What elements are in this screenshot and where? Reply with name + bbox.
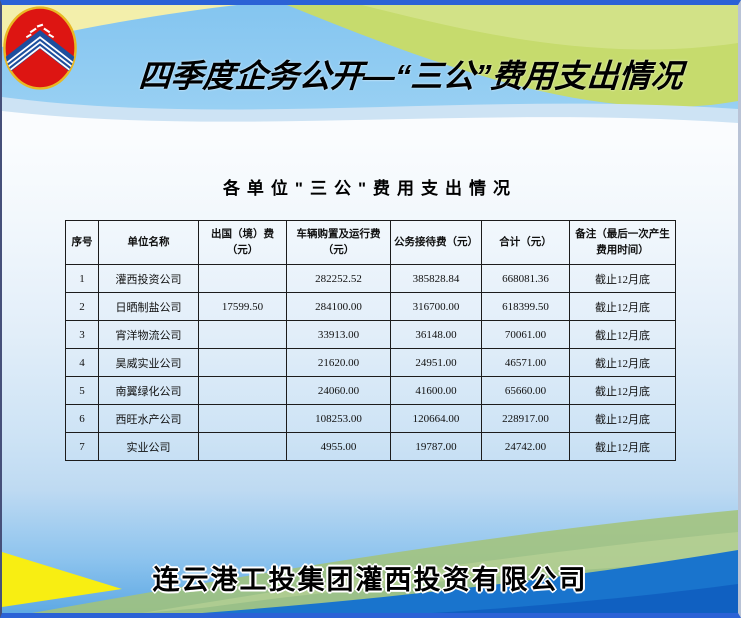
table-row: 4 昊威实业公司 21620.00 24951.00 46571.00 截止12… [65, 348, 676, 377]
cell-total: 70061.00 [481, 320, 570, 349]
cell-abroad-fee [198, 376, 287, 405]
content-area: 各单位"三公"费用支出情况 序号 单位名称 出国（境）费（元） 车辆购置及运行费… [2, 140, 738, 490]
table-row: 2 日晒制盐公司 17599.50 284100.00 316700.00 61… [65, 292, 676, 321]
cell-vehicle-fee: 282252.52 [286, 264, 391, 293]
cell-note: 截止12月底 [569, 320, 676, 349]
header-banner: 四季度企务公开—“三公”费用支出情况 [2, 5, 738, 140]
cell-abroad-fee [198, 404, 287, 433]
cell-total: 228917.00 [481, 404, 570, 433]
table-row: 7 实业公司 4955.00 19787.00 24742.00 截止12月底 [65, 432, 676, 461]
cell-note: 截止12月底 [569, 376, 676, 405]
cell-vehicle-fee: 284100.00 [286, 292, 391, 321]
cell-index: 6 [65, 404, 99, 433]
cell-unit: 南翼绿化公司 [98, 376, 199, 405]
cell-total: 46571.00 [481, 348, 570, 377]
col-header-total: 合计（元） [481, 220, 570, 265]
cell-reception-fee: 41600.00 [390, 376, 482, 405]
cell-note: 截止12月底 [569, 292, 676, 321]
cell-abroad-fee [198, 348, 287, 377]
cell-unit: 昊威实业公司 [98, 348, 199, 377]
footer-wave-art [2, 490, 738, 613]
cell-reception-fee: 385828.84 [390, 264, 482, 293]
cell-reception-fee: 24951.00 [390, 348, 482, 377]
col-header-reception-fee: 公务接待费（元） [390, 220, 482, 265]
cell-index: 4 [65, 348, 99, 377]
cell-note: 截止12月底 [569, 264, 676, 293]
cell-abroad-fee [198, 432, 287, 461]
col-header-vehicle-fee: 车辆购置及运行费（元） [286, 220, 391, 265]
cell-vehicle-fee: 4955.00 [286, 432, 391, 461]
footer-banner: 连云港工投集团灌西投资有限公司 [2, 490, 738, 613]
cell-note: 截止12月底 [569, 404, 676, 433]
cell-vehicle-fee: 33913.00 [286, 320, 391, 349]
col-header-abroad-fee: 出国（境）费（元） [198, 220, 287, 265]
cell-index: 1 [65, 264, 99, 293]
cell-vehicle-fee: 24060.00 [286, 376, 391, 405]
table-row: 5 南翼绿化公司 24060.00 41600.00 65660.00 截止12… [65, 376, 676, 405]
banner-wave-art [2, 5, 738, 140]
col-header-note: 备注（最后一次产生费用时间） [569, 220, 676, 265]
cell-unit: 西旺水产公司 [98, 404, 199, 433]
cell-index: 3 [65, 320, 99, 349]
table-row: 3 宵洋物流公司 33913.00 36148.00 70061.00 截止12… [65, 320, 676, 349]
table-row: 1 灌西投资公司 282252.52 385828.84 668081.36 截… [65, 264, 676, 293]
table-caption: 各单位"三公"费用支出情况 [222, 179, 518, 198]
cell-index: 2 [65, 292, 99, 321]
cell-unit: 实业公司 [98, 432, 199, 461]
cell-abroad-fee [198, 264, 287, 293]
cell-total: 618399.50 [481, 292, 570, 321]
table-row: 6 西旺水产公司 108253.00 120664.00 228917.00 截… [65, 404, 676, 433]
cell-unit: 宵洋物流公司 [98, 320, 199, 349]
cell-note: 截止12月底 [569, 432, 676, 461]
page-title: 四季度企务公开—“三公”费用支出情况 [137, 58, 685, 94]
cell-total: 668081.36 [481, 264, 570, 293]
cell-total: 24742.00 [481, 432, 570, 461]
cell-reception-fee: 19787.00 [390, 432, 482, 461]
cell-total: 65660.00 [481, 376, 570, 405]
table-header-row: 序号 单位名称 出国（境）费（元） 车辆购置及运行费（元） 公务接待费（元） 合… [65, 220, 676, 265]
expense-table: 序号 单位名称 出国（境）费（元） 车辆购置及运行费（元） 公务接待费（元） 合… [65, 220, 676, 461]
cell-vehicle-fee: 108253.00 [286, 404, 391, 433]
cell-reception-fee: 316700.00 [390, 292, 482, 321]
col-header-unit: 单位名称 [98, 220, 199, 265]
cell-note: 截止12月底 [569, 348, 676, 377]
cell-index: 7 [65, 432, 99, 461]
cell-vehicle-fee: 21620.00 [286, 348, 391, 377]
cell-unit: 灌西投资公司 [98, 264, 199, 293]
col-header-index: 序号 [65, 220, 99, 265]
footer-company-name: 连云港工投集团灌西投资有限公司 [152, 565, 588, 595]
cell-abroad-fee [198, 320, 287, 349]
cell-index: 5 [65, 376, 99, 405]
cell-reception-fee: 120664.00 [390, 404, 482, 433]
cell-abroad-fee: 17599.50 [198, 292, 287, 321]
company-logo-icon [3, 6, 77, 90]
cell-unit: 日晒制盐公司 [98, 292, 199, 321]
cell-reception-fee: 36148.00 [390, 320, 482, 349]
